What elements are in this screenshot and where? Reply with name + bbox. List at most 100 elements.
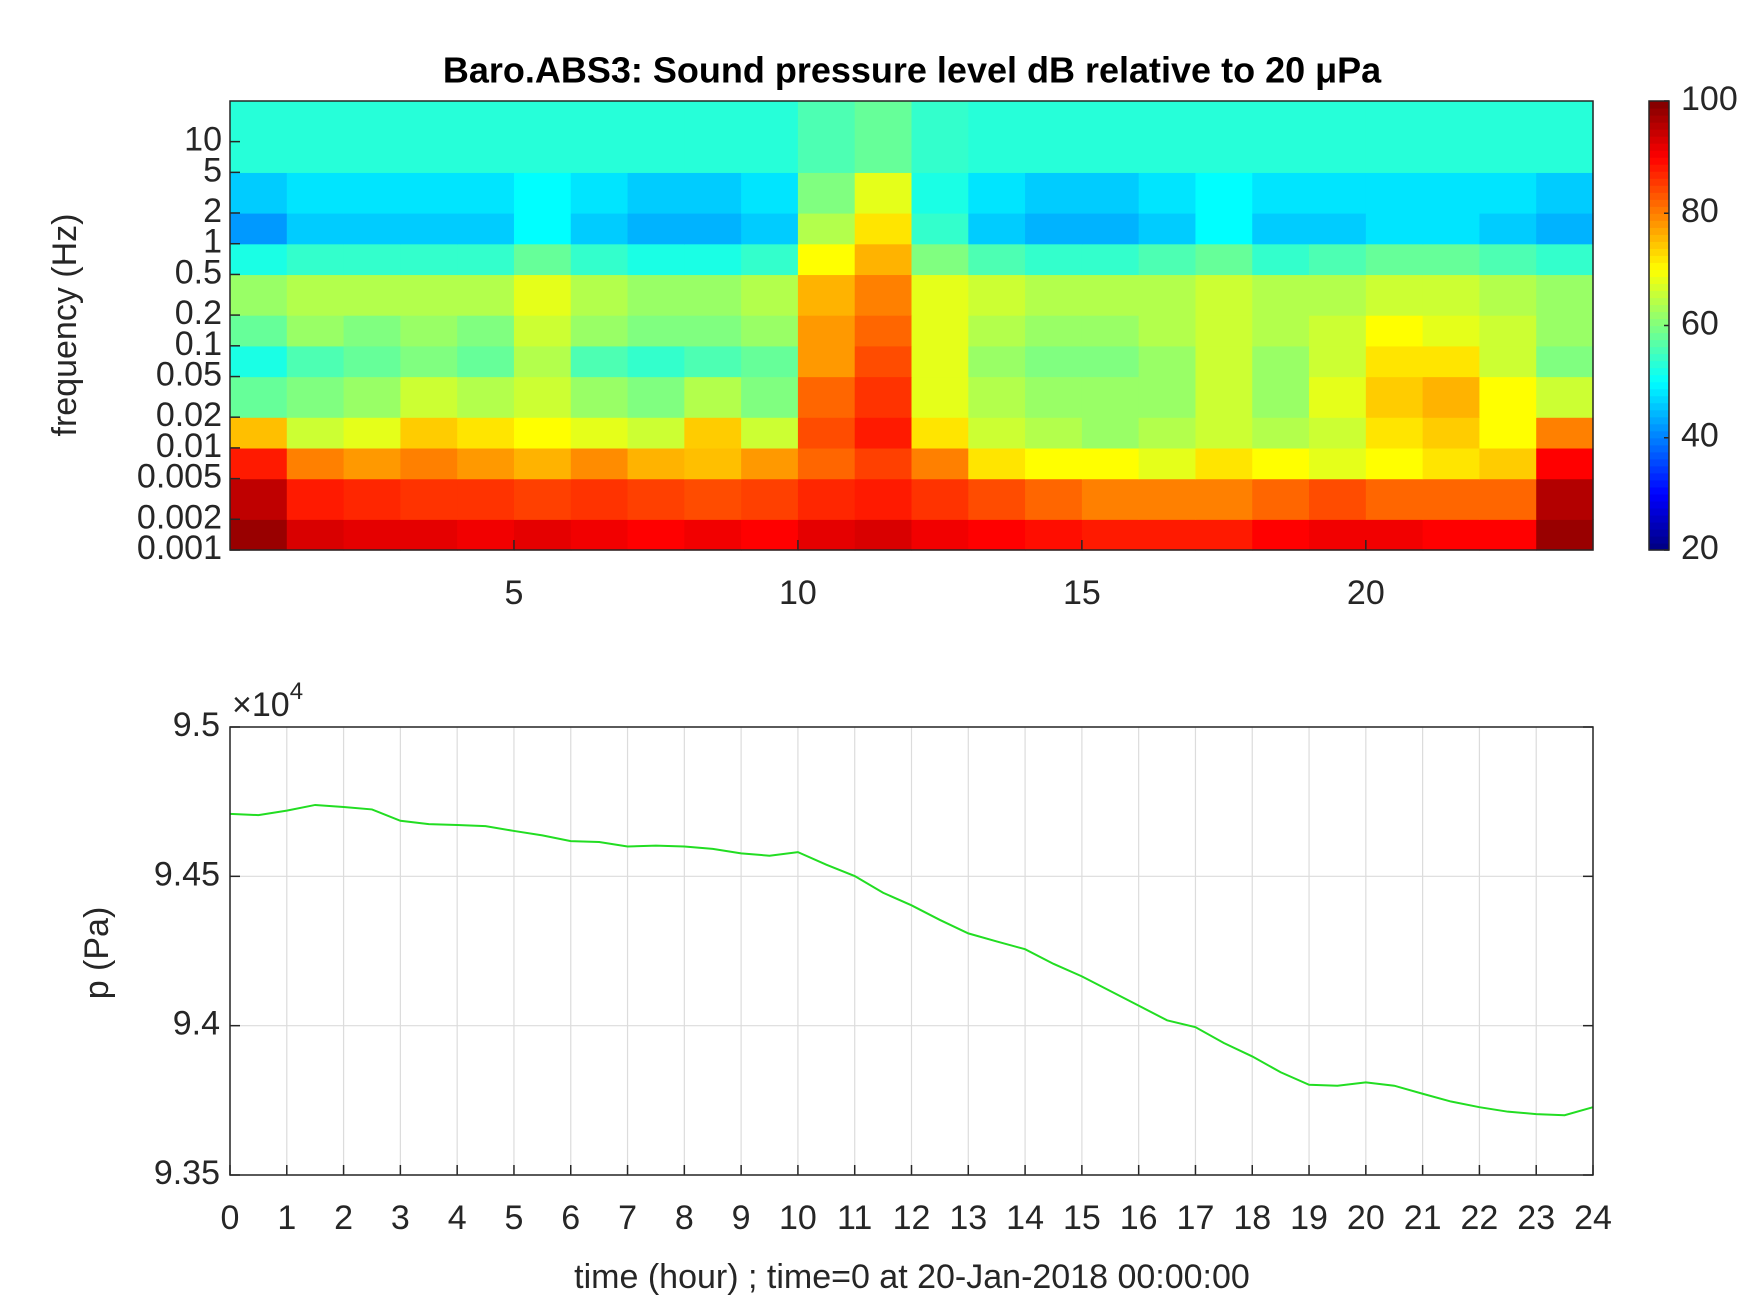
heat-cell (1252, 417, 1310, 449)
heat-cell (1309, 478, 1367, 520)
heat-cell (1536, 243, 1594, 276)
y-tick-label: 10 (184, 121, 222, 159)
heat-cell (570, 212, 629, 245)
colorbar-swatch (1649, 367, 1669, 376)
heat-cell (1252, 478, 1310, 520)
heat-cell (968, 172, 1026, 214)
heat-cell (968, 376, 1026, 418)
heat-cell (1422, 478, 1481, 520)
x-tick-label: 23 (1517, 1199, 1555, 1237)
heat-cell (627, 447, 685, 480)
line-series (229, 803, 1594, 1117)
colorbar-swatch (1649, 171, 1669, 179)
heat-cell (627, 101, 685, 173)
heat-cell (513, 478, 572, 520)
heat-cell (627, 243, 685, 276)
heat-cell (400, 274, 458, 316)
heat-cell (684, 243, 742, 276)
x-tick-label: 2 (334, 1199, 353, 1237)
x-tick-label: 6 (561, 1199, 580, 1237)
heat-cell (1536, 376, 1594, 418)
heat-cell (797, 519, 856, 551)
heat-cell (627, 345, 685, 378)
colorbar-swatch (1649, 143, 1669, 151)
heat-cell (968, 519, 1026, 551)
heat-cell (1536, 274, 1594, 316)
heat-cell (457, 274, 515, 316)
heat-cell (513, 345, 572, 378)
heat-cell (570, 315, 629, 347)
heat-cell (343, 417, 401, 449)
heat-cell (400, 243, 458, 276)
heat-cell (1138, 315, 1197, 347)
heat-cell (968, 417, 1026, 449)
heat-cell (343, 315, 401, 347)
heat-cell (797, 447, 856, 480)
heat-cell (1536, 172, 1594, 214)
heat-cell (854, 243, 913, 276)
heat-cell (1138, 274, 1197, 316)
heat-cell (1422, 417, 1481, 449)
heat-cell (1536, 417, 1594, 449)
heat-cell (1081, 417, 1140, 449)
heat-cell (230, 345, 288, 378)
colorbar-swatch (1649, 451, 1669, 460)
heat-cell (286, 417, 345, 449)
x-tick-label: 24 (1574, 1199, 1612, 1237)
heat-cell (1422, 315, 1481, 347)
colorbar-tick-label: 100 (1681, 80, 1738, 118)
heat-cell (1536, 478, 1594, 520)
heat-cell (457, 243, 515, 276)
heat-cell (741, 101, 799, 173)
colorbar-swatch (1649, 220, 1669, 228)
colorbar-swatch (1649, 241, 1669, 249)
multiplier-exponent: 4 (290, 678, 303, 705)
heat-cell (968, 243, 1026, 276)
heat-cell (400, 172, 458, 214)
heat-cell (911, 315, 969, 347)
heat-cell (627, 274, 685, 316)
heat-cell (457, 417, 515, 449)
colorbar-swatch (1649, 521, 1669, 530)
heat-cell (343, 172, 401, 214)
x-tick-label: 0 (221, 1199, 240, 1237)
heat-cell (684, 274, 742, 316)
heat-cell (1479, 478, 1537, 520)
heat-cell (513, 274, 572, 316)
heat-cell (286, 447, 345, 480)
heat-cell (684, 345, 742, 378)
y-tick-label: 5 (203, 151, 222, 189)
heat-cell (1195, 417, 1253, 449)
x-tick-label: 4 (448, 1199, 467, 1237)
heat-cell (627, 376, 685, 418)
heat-cell (797, 212, 856, 245)
heat-cell (1422, 519, 1481, 551)
heat-cell (1138, 376, 1197, 418)
heat-cell (1025, 101, 1083, 173)
colorbar-swatch (1649, 255, 1669, 263)
heat-cell (1195, 447, 1253, 480)
heat-cell (230, 478, 288, 520)
colorbar-swatch (1649, 108, 1669, 116)
heat-cell (627, 212, 685, 245)
colorbar-swatch (1649, 500, 1669, 509)
heat-cell (457, 478, 515, 520)
heat-cell (741, 447, 799, 480)
colorbar-tick-label: 20 (1681, 529, 1719, 567)
heat-cell (1081, 212, 1140, 245)
colorbar-swatch (1649, 374, 1669, 383)
y-tick-label: 9.4 (173, 1005, 220, 1043)
heat-cell (343, 101, 401, 173)
y-tick-label: 0.05 (156, 356, 222, 394)
colorbar-swatch (1649, 409, 1669, 418)
heat-cell (968, 478, 1026, 520)
heat-cell (1479, 212, 1537, 245)
heat-cell (1252, 376, 1310, 418)
heat-cell (797, 478, 856, 520)
heat-cell (684, 172, 742, 214)
heat-cell (1422, 212, 1481, 245)
heat-cell (513, 519, 572, 551)
colorbar-swatch (1649, 304, 1669, 313)
heat-cell (1309, 345, 1367, 378)
heat-cell (457, 376, 515, 418)
